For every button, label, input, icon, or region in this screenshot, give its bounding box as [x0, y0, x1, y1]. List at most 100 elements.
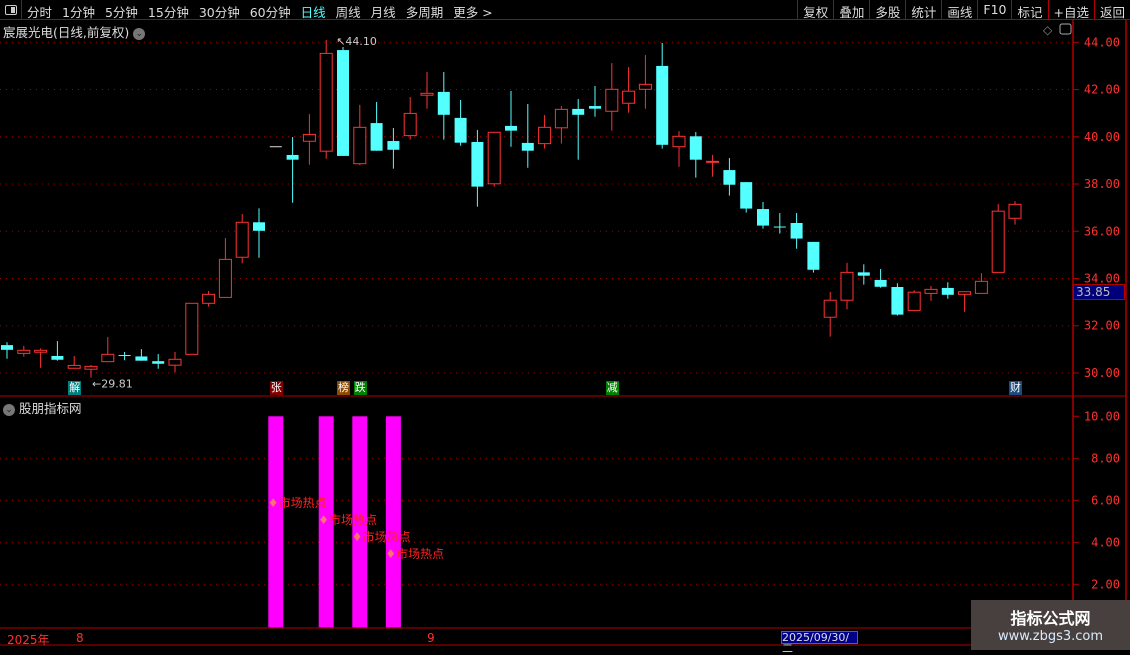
candle-body: [991, 210, 1005, 273]
event-marker[interactable]: 榜: [337, 381, 350, 395]
layout-toggle-button[interactable]: [0, 0, 22, 20]
period-tab-4[interactable]: 30分钟: [198, 5, 240, 20]
candle-body: [723, 170, 736, 185]
watermark: 指标公式网 www.zbgs3.com: [971, 600, 1130, 650]
candle-body: [823, 299, 837, 318]
candle: [638, 55, 652, 109]
period-tab-8[interactable]: 月线: [370, 5, 396, 20]
candle: [840, 262, 854, 310]
chevron-down-icon[interactable]: ⌄: [133, 27, 146, 40]
event-marker[interactable]: 张: [269, 381, 283, 395]
price-tick-label: 42.00: [1084, 83, 1120, 97]
candle-body: [757, 209, 769, 226]
toolbar-button-3[interactable]: 统计: [905, 0, 941, 20]
period-tab-9[interactable]: 多周期: [405, 5, 444, 20]
candle: [689, 132, 702, 178]
event-marker[interactable]: 跌: [353, 381, 367, 395]
period-tab-10[interactable]: 更多 >: [453, 5, 493, 20]
event-marker[interactable]: 财: [1009, 381, 1022, 395]
candle: [538, 115, 552, 149]
candle-body: [337, 50, 349, 156]
stock-title[interactable]: 宸展光电(日线,前复权) ⌄: [3, 22, 146, 41]
candle: [672, 131, 686, 167]
candle: [907, 290, 921, 311]
candle-body: [84, 365, 98, 370]
candle-body: [941, 287, 954, 295]
toolbar-button-2[interactable]: 多股: [869, 0, 905, 20]
toolbar-button-0[interactable]: 复权: [797, 0, 833, 20]
candle-body: [874, 279, 887, 287]
indicator-bar: [352, 416, 368, 628]
candle: [152, 354, 165, 369]
candle-body: [152, 361, 165, 364]
toolbar-button-7[interactable]: +自选: [1047, 0, 1094, 20]
candle-body: [740, 182, 753, 209]
candle: [403, 97, 417, 140]
toolbar-button-8[interactable]: 返回: [1093, 0, 1130, 20]
candle-body: [302, 133, 316, 142]
candle: [84, 364, 98, 378]
indicator-title[interactable]: ⌄ 股朋指标网: [3, 398, 82, 417]
toolbar-button-1[interactable]: 叠加: [833, 0, 869, 20]
time-axis-month-8: 8: [76, 631, 84, 645]
candle: [521, 103, 534, 168]
candle-body: [118, 355, 131, 357]
candle-body: [253, 222, 265, 231]
time-axis-year: 2025年: [7, 633, 50, 647]
candle: [723, 158, 736, 196]
hot-text: 市场热点: [328, 513, 377, 527]
candle-body: [521, 142, 534, 151]
candle-body: [706, 160, 720, 163]
toolbar: 分时 1分钟 5分钟 15分钟 30分钟 60分钟 日线 周线 月线 多周期 更多 > 复权 叠加 多股…: [0, 0, 1130, 20]
time-axis-month-9: 9: [427, 631, 435, 645]
period-tabs: 分时 1分钟 5分钟 15分钟 30分钟 60分钟 日线 周线 月线 多周期 更多 >: [27, 2, 493, 21]
event-marker[interactable]: 解: [68, 381, 82, 395]
period-tab-2[interactable]: 5分钟: [104, 5, 138, 20]
last-price-tag: 33.85: [1073, 284, 1125, 300]
candle: [1008, 201, 1022, 225]
candle-body: [370, 123, 383, 151]
candle-body: [387, 141, 400, 150]
candle-body: [420, 92, 434, 96]
period-tab-7[interactable]: 周线: [335, 5, 361, 20]
candle-body: [807, 241, 820, 270]
panel-icon: [1059, 23, 1072, 35]
chevron-down-icon[interactable]: ⌄: [3, 403, 15, 416]
period-tab-3[interactable]: 15分钟: [147, 5, 189, 20]
indicator-tick-label: 10.00: [1084, 409, 1120, 423]
price-tick-label: 36.00: [1084, 224, 1120, 238]
period-tab-6[interactable]: 日线: [300, 5, 326, 20]
candle-body: [672, 135, 686, 148]
candle: [51, 341, 64, 361]
indicator-tick-label: 4.00: [1091, 535, 1120, 549]
candle: [101, 337, 115, 363]
watermark-url: www.zbgs3.com: [997, 629, 1104, 644]
candle: [168, 351, 182, 373]
toolbar-button-6[interactable]: 标记: [1011, 0, 1047, 20]
period-tab-5[interactable]: 60分钟: [249, 5, 291, 20]
period-tab-0[interactable]: 分时: [27, 5, 53, 20]
indicator-bar: [385, 416, 401, 628]
indicator-tick-label: 2.00: [1091, 577, 1120, 591]
candle: [924, 286, 938, 301]
price-tick-label: 38.00: [1084, 177, 1120, 191]
period-tab-1[interactable]: 1分钟: [62, 5, 95, 20]
toolbar-button-5[interactable]: F10: [977, 0, 1011, 20]
price-tick-label: 30.00: [1084, 366, 1120, 380]
candle-body: [907, 291, 921, 311]
candle: [420, 72, 434, 109]
candle: [757, 201, 769, 229]
indicator-bar: [318, 416, 334, 628]
candle: [991, 204, 1005, 273]
candle-body: [403, 112, 417, 137]
gem-icon: ♦: [351, 530, 363, 544]
candle-body: [572, 108, 585, 115]
high-price-label: ↖44.10: [336, 35, 377, 48]
candle-body: [505, 125, 517, 131]
candle: [235, 214, 249, 264]
event-marker[interactable]: 减: [605, 381, 619, 395]
toolbar-button-4[interactable]: 画线: [941, 0, 977, 20]
candle: [437, 72, 450, 140]
hot-label: ♦市场热点: [352, 530, 411, 545]
